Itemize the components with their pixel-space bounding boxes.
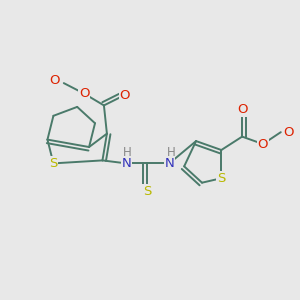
Text: S: S	[49, 157, 58, 170]
Text: H: H	[123, 146, 132, 159]
Text: N: N	[121, 157, 131, 170]
Text: S: S	[217, 172, 226, 185]
Text: O: O	[283, 126, 293, 139]
Text: O: O	[237, 103, 247, 116]
Text: O: O	[50, 74, 60, 87]
Text: O: O	[119, 88, 130, 101]
Text: H: H	[167, 146, 175, 159]
Text: O: O	[258, 138, 268, 151]
Text: O: O	[79, 87, 89, 100]
Text: N: N	[164, 157, 174, 170]
Text: S: S	[143, 185, 151, 198]
